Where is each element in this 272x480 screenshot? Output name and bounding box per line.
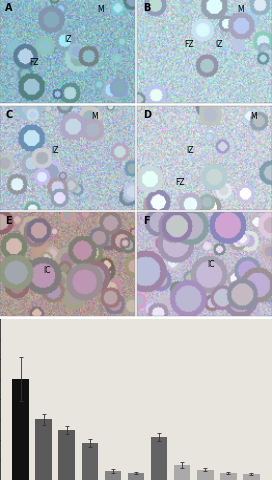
Text: IZ: IZ	[65, 35, 72, 44]
Text: M: M	[97, 5, 104, 14]
Text: A: A	[5, 3, 13, 13]
Bar	[82, 443, 98, 480]
Text: D: D	[143, 109, 151, 120]
Text: C: C	[5, 109, 13, 120]
Text: FZ: FZ	[30, 58, 39, 66]
Bar	[197, 470, 214, 480]
Text: IC: IC	[43, 266, 51, 275]
Text: IZ: IZ	[186, 146, 193, 155]
Text: IC: IC	[207, 260, 215, 269]
Bar	[243, 474, 260, 480]
Bar	[128, 473, 144, 480]
Bar	[35, 420, 52, 480]
Text: B: B	[143, 3, 150, 13]
Bar	[12, 379, 29, 480]
Bar	[105, 471, 121, 480]
Bar	[174, 465, 190, 480]
Text: IZ: IZ	[215, 40, 223, 49]
Bar	[220, 473, 237, 480]
Bar	[58, 430, 75, 480]
Text: M: M	[92, 112, 98, 121]
Text: IZ: IZ	[51, 146, 59, 155]
Text: M: M	[237, 5, 244, 14]
Text: FZ: FZ	[184, 40, 194, 49]
Bar	[151, 437, 167, 480]
Text: M: M	[251, 112, 257, 121]
Text: F: F	[143, 216, 149, 226]
Text: FZ: FZ	[175, 177, 185, 186]
Text: E: E	[5, 216, 12, 226]
